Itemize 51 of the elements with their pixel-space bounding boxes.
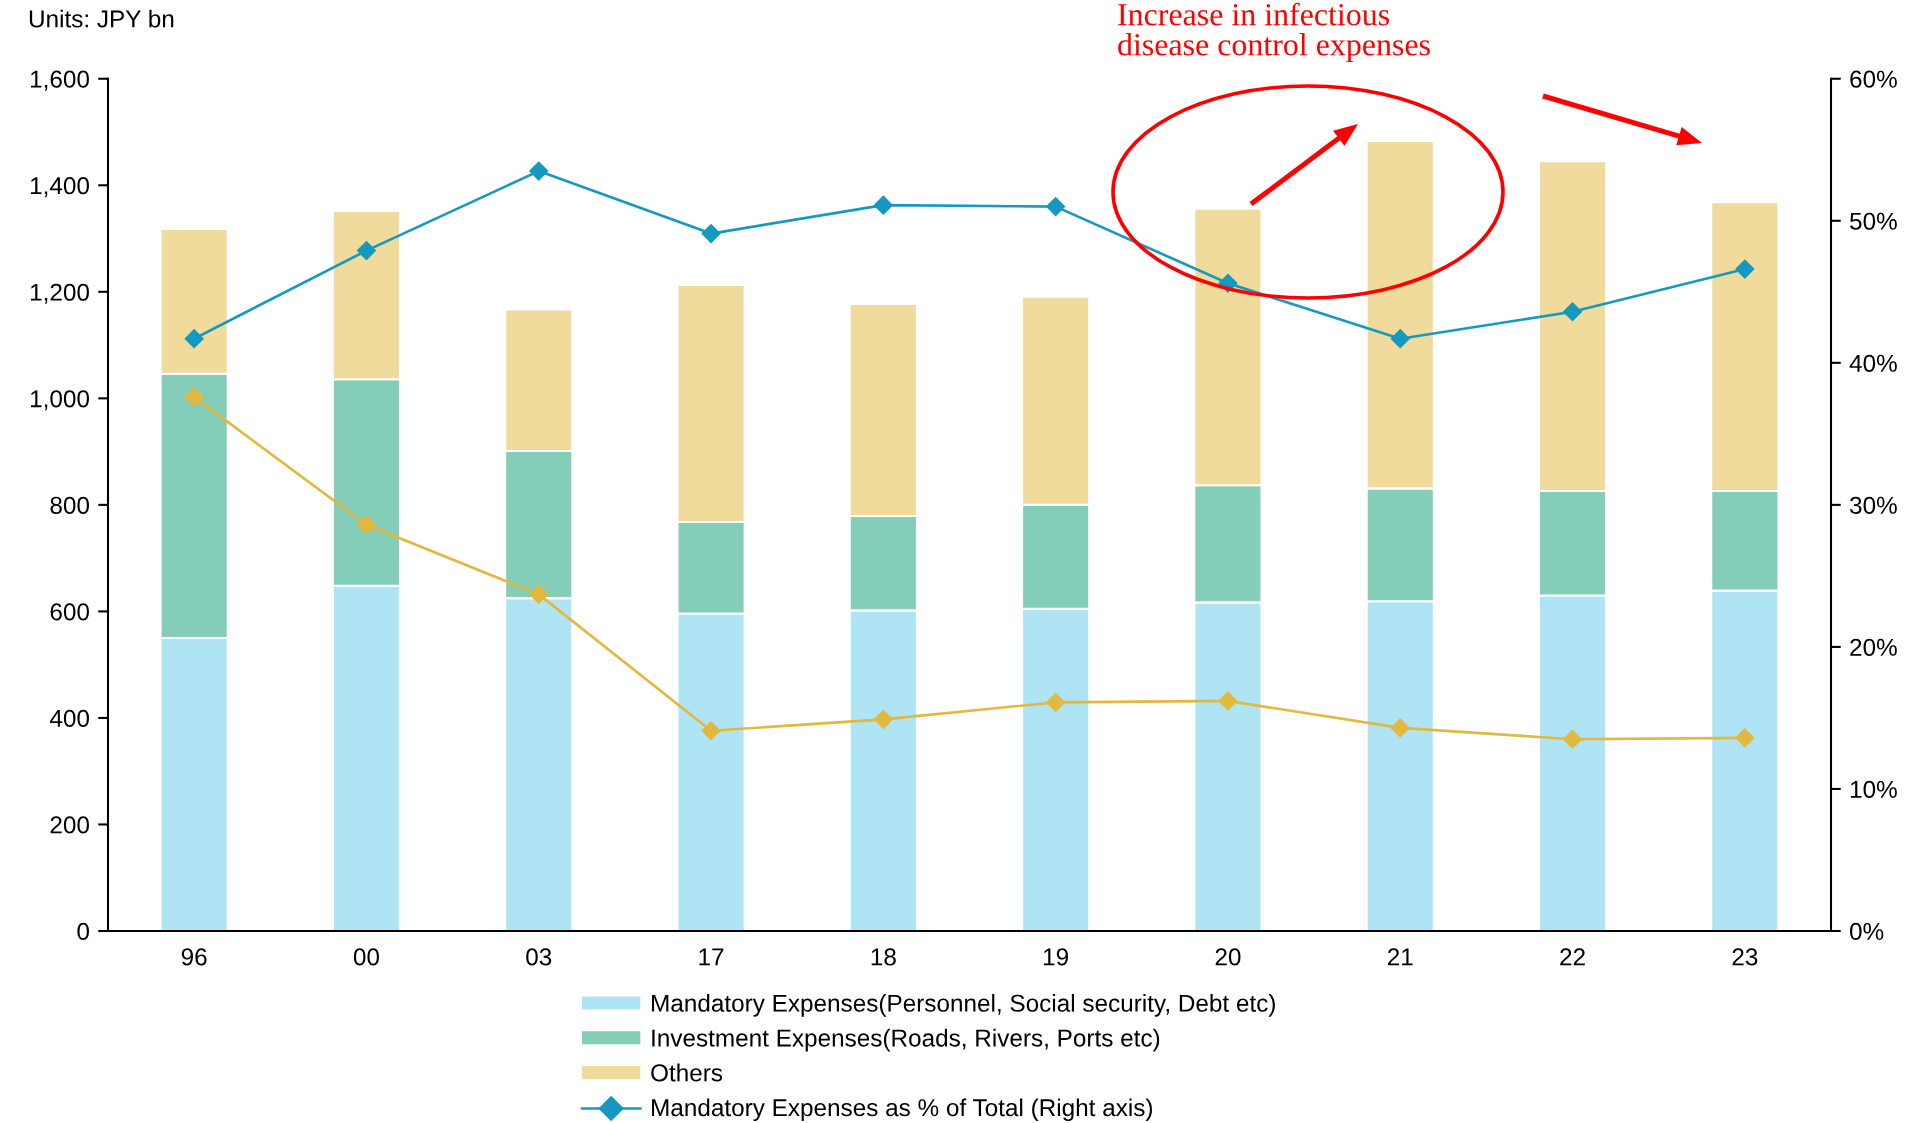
point <box>1218 691 1238 711</box>
y-tick-label: 600 <box>50 603 89 621</box>
y2-tick-label: 50% <box>1850 212 1897 230</box>
x-tick-label: 19 <box>1043 948 1069 966</box>
point <box>701 224 721 244</box>
legend-label: Investment Expenses(Roads, Rivers, Ports etc) <box>652 1028 1160 1052</box>
point <box>1390 718 1410 738</box>
point <box>1390 329 1410 349</box>
y2-tick-label: 40% <box>1849 354 1897 372</box>
legend-label: Mandatory Expenses as % of Total (Right axis) <box>652 1098 1152 1122</box>
y-tick-label: 1,600 <box>30 70 89 91</box>
x-tick-label: 22 <box>1560 948 1585 966</box>
y-tick-label: 1,200 <box>30 283 89 304</box>
y-tick-label: 200 <box>50 816 89 834</box>
x-tick-label: 03 <box>526 948 552 966</box>
y2-tick-label: 10% <box>1850 780 1897 798</box>
y2-tick-label: 0% <box>1850 922 1884 941</box>
legend-label: Mandatory Expenses(Personnel, Social security, Debt etc) <box>652 994 1275 1017</box>
point <box>184 387 204 407</box>
point <box>1046 197 1066 217</box>
point <box>873 195 893 215</box>
legend-label: Others <box>651 1063 723 1082</box>
x-tick-label: 21 <box>1387 948 1413 966</box>
point <box>529 584 549 604</box>
y2-tick-label: 60% <box>1850 70 1897 88</box>
point <box>1563 729 1583 749</box>
y2-tick-label: 20% <box>1850 638 1897 656</box>
point <box>356 515 376 535</box>
point <box>873 709 893 729</box>
point <box>1563 302 1583 322</box>
y-tick-label: 400 <box>49 709 89 727</box>
point <box>701 721 721 741</box>
y-tick-label: 800 <box>50 496 89 514</box>
point <box>184 329 204 349</box>
point <box>1735 728 1755 748</box>
x-tick-label: 96 <box>181 948 207 966</box>
point <box>529 161 549 181</box>
y2-tick-label: 30% <box>1849 496 1897 514</box>
text: Units: JPY bn <box>29 9 174 28</box>
point <box>1735 259 1755 279</box>
x-tick-label: 17 <box>699 948 724 966</box>
y-tick-label: 0 <box>77 922 89 941</box>
x-tick-label: 23 <box>1732 948 1758 966</box>
point <box>1046 692 1066 712</box>
x-tick-label: 00 <box>353 948 380 966</box>
text: Increase in infectious disease control expenses <box>1118 2 1430 63</box>
x-tick-label: 20 <box>1215 948 1241 966</box>
y-tick-label: 1,000 <box>30 390 89 411</box>
y-tick-label: 1,400 <box>30 177 89 198</box>
point <box>356 241 376 261</box>
x-tick-label: 18 <box>871 948 896 966</box>
